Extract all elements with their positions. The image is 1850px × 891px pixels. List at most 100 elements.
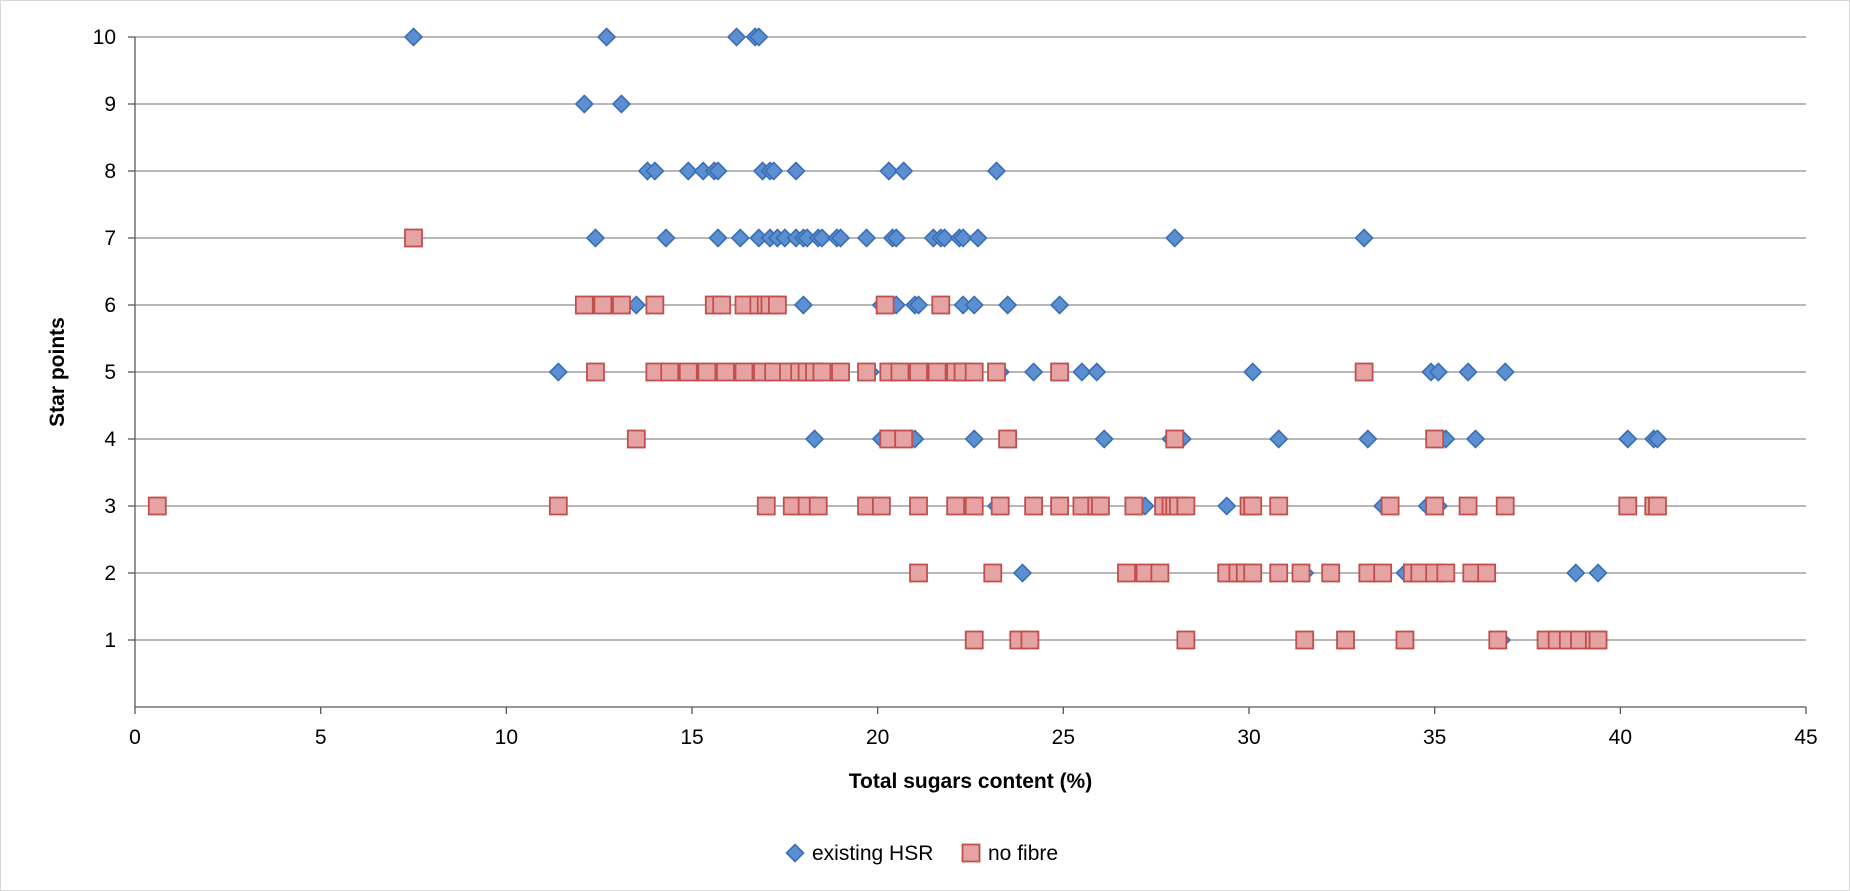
data-point xyxy=(749,27,769,47)
data-point xyxy=(1358,429,1378,449)
data-point xyxy=(1618,429,1638,449)
data-point xyxy=(645,295,665,315)
y-tick-label-10: 10 xyxy=(93,26,116,49)
data-point xyxy=(1117,563,1136,583)
y-axis-title: Star points xyxy=(46,317,69,427)
data-point xyxy=(660,362,680,382)
data-point xyxy=(964,429,984,449)
data-point xyxy=(1495,362,1515,382)
data-point xyxy=(585,228,606,248)
x-axis-title: Total sugars content (%) xyxy=(849,770,1092,793)
data-point xyxy=(964,496,984,516)
data-point xyxy=(1165,429,1185,449)
data-point xyxy=(1588,563,1608,583)
data-point xyxy=(1380,496,1400,516)
data-point xyxy=(1321,563,1341,583)
y-tick-label-2: 2 xyxy=(104,562,116,585)
data-point xyxy=(1458,496,1478,516)
data-point xyxy=(1495,496,1515,516)
data-point xyxy=(1428,362,1449,382)
y-tick-label-3: 3 xyxy=(104,495,116,518)
data-point xyxy=(1023,362,1044,382)
data-point xyxy=(871,496,891,516)
data-point xyxy=(808,496,828,516)
data-point xyxy=(1647,429,1668,449)
data-point xyxy=(831,362,850,382)
data-point xyxy=(1618,496,1638,516)
legend-label: no fibre xyxy=(988,842,1058,865)
data-points xyxy=(147,27,1668,650)
data-point xyxy=(1295,630,1315,650)
data-point xyxy=(574,94,594,114)
data-point xyxy=(857,362,876,382)
data-point xyxy=(708,161,728,181)
y-tick-labels: 1 2 3 4 5 6 7 8 9 10 xyxy=(93,26,117,652)
data-point xyxy=(983,563,1003,583)
data-point xyxy=(1648,496,1667,516)
data-point xyxy=(1024,496,1044,516)
legend-marker xyxy=(785,843,805,863)
data-point xyxy=(1588,630,1608,650)
data-point xyxy=(1425,429,1445,449)
data-point xyxy=(404,228,423,248)
data-point xyxy=(574,295,594,315)
data-point xyxy=(678,161,698,181)
data-point xyxy=(645,161,665,181)
data-point xyxy=(756,496,776,516)
data-point xyxy=(734,362,754,382)
data-point xyxy=(1150,563,1170,583)
data-point xyxy=(1291,563,1311,583)
data-point xyxy=(894,161,914,181)
data-point xyxy=(1050,496,1070,516)
data-point xyxy=(964,295,984,315)
data-point xyxy=(1176,496,1196,516)
data-point xyxy=(1012,563,1033,583)
data-point xyxy=(946,496,966,516)
x-tick-label-45: 45 xyxy=(1794,726,1817,749)
data-point xyxy=(1243,563,1263,583)
x-tick-label-15: 15 xyxy=(680,726,703,749)
data-point xyxy=(1354,362,1374,382)
data-point xyxy=(990,496,1010,516)
x-tick-label-10: 10 xyxy=(495,726,518,749)
data-point xyxy=(1269,563,1289,583)
data-point xyxy=(894,429,914,449)
data-point xyxy=(875,295,895,315)
data-point xyxy=(909,496,928,516)
gridlines xyxy=(135,36,1806,641)
data-point xyxy=(964,630,984,650)
data-point xyxy=(934,228,955,248)
data-point xyxy=(1072,362,1092,382)
data-point xyxy=(1373,563,1393,583)
data-point xyxy=(1243,496,1263,516)
data-point xyxy=(403,27,424,47)
data-point xyxy=(1243,362,1263,382)
data-point xyxy=(1176,630,1196,650)
series-no-fibre xyxy=(147,228,1667,650)
data-point xyxy=(987,362,1006,382)
x-tick-label-35: 35 xyxy=(1423,726,1446,749)
data-point xyxy=(1124,496,1144,516)
legend: existing HSR no fibre xyxy=(785,842,1058,865)
x-tick-label-20: 20 xyxy=(866,726,889,749)
data-point xyxy=(1436,563,1456,583)
data-point xyxy=(1477,563,1497,583)
data-point xyxy=(998,429,1018,449)
data-point xyxy=(793,295,814,315)
data-point xyxy=(927,362,947,382)
data-point xyxy=(953,228,973,248)
data-point xyxy=(1269,496,1289,516)
data-point xyxy=(612,295,631,315)
y-tick-label-7: 7 xyxy=(104,227,116,250)
data-point xyxy=(909,563,928,583)
legend-label: existing HSR xyxy=(812,842,933,865)
y-tick-label-5: 5 xyxy=(104,361,116,384)
data-point xyxy=(804,429,825,449)
data-point xyxy=(830,228,851,248)
data-point xyxy=(998,295,1018,315)
data-point xyxy=(909,362,928,382)
data-point xyxy=(812,362,832,382)
y-tick-label-6: 6 xyxy=(104,294,116,317)
